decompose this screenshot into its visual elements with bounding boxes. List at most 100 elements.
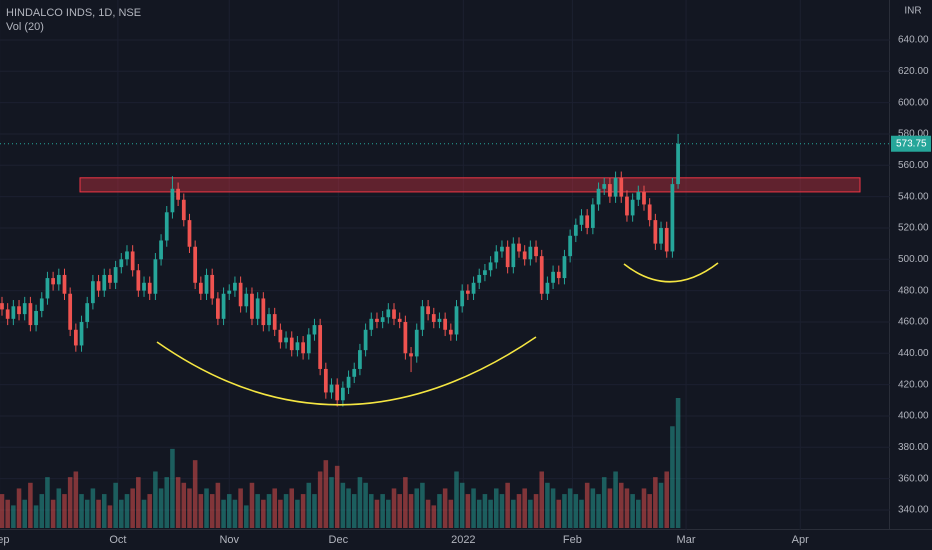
candle-body [119, 259, 124, 268]
volume-bar [425, 499, 431, 528]
candle-body [494, 251, 499, 263]
candle-body [465, 290, 470, 294]
volume-bar [323, 460, 329, 528]
candle-body [483, 270, 487, 275]
currency-badge[interactable] [899, 3, 927, 18]
candle-body [136, 270, 141, 291]
candle-body [272, 314, 277, 330]
y-tick-label: 540.00 [898, 191, 929, 202]
candle-body [306, 334, 311, 354]
volume-bar [675, 398, 681, 528]
candle-body [0, 303, 4, 310]
volume-bar [397, 494, 402, 528]
candle-body [426, 306, 430, 315]
volume-bar [528, 499, 533, 528]
x-tick-label: Nov [219, 534, 239, 546]
candle-body [551, 271, 555, 283]
candle-body [39, 298, 44, 311]
volume-bar [522, 488, 527, 528]
volume-bar [175, 477, 181, 528]
candle-body [284, 337, 288, 343]
volume-bar [431, 505, 437, 528]
x-tick-label: Sep [0, 534, 10, 546]
volume-bar [187, 488, 192, 528]
candle-body [204, 274, 209, 294]
candle-body [341, 387, 345, 401]
candle-body [488, 262, 493, 271]
volume-bar [84, 499, 90, 528]
candle-body [221, 293, 226, 319]
resistance-zone [79, 177, 861, 193]
volume-bar [272, 488, 277, 528]
volume-bar [39, 494, 45, 528]
currency-label[interactable]: INR [904, 6, 921, 17]
volume-bar [5, 499, 10, 528]
volume-bar [351, 494, 357, 528]
volume-bar [511, 499, 516, 528]
volume-bar [130, 488, 135, 528]
candle-body [142, 282, 146, 291]
volume-bar [238, 488, 243, 528]
volume-bar [476, 499, 482, 528]
candle-body [517, 243, 521, 252]
volume-bar [465, 494, 471, 528]
volume-bar [420, 482, 425, 528]
volume-bar [244, 505, 249, 528]
y-tick-label: 500.00 [898, 254, 929, 265]
candle-body [102, 274, 107, 291]
candle-body [670, 184, 675, 252]
volume-bar [448, 499, 454, 528]
candle-body [73, 329, 78, 346]
volume-bar [488, 499, 493, 528]
volume-bar [232, 499, 238, 528]
volume-bar [386, 499, 391, 528]
x-tick-label: 2022 [451, 534, 475, 546]
candle-body [210, 274, 215, 299]
candle-body [363, 329, 368, 351]
candle-body [96, 281, 101, 291]
volume-bar [516, 494, 522, 528]
volume-bar [636, 499, 641, 528]
candle-body [454, 306, 459, 335]
candle-body [397, 318, 402, 322]
volume-bar [641, 488, 647, 528]
volume-bar [283, 494, 289, 528]
candle-body [147, 282, 152, 294]
candle-body [562, 256, 567, 279]
candle-body [312, 325, 317, 335]
volume-bar [226, 494, 232, 528]
volume-bar [408, 494, 414, 528]
candle-body [352, 368, 357, 377]
volume-bar [658, 482, 664, 528]
candle-body [45, 278, 50, 299]
volume-bar [67, 477, 73, 528]
candle-body [420, 306, 425, 330]
candle-body [392, 309, 396, 319]
volume-bar [317, 471, 323, 528]
volume-bar [363, 482, 368, 528]
candle-body [34, 310, 38, 326]
volume-bar [624, 488, 630, 528]
volume-bar [334, 465, 340, 528]
volume-bar [192, 460, 198, 528]
volume-bar [340, 482, 346, 528]
y-tick-label: 460.00 [898, 317, 929, 328]
volume-bar [653, 477, 658, 528]
candle-body [51, 278, 55, 285]
volume-bar [533, 494, 539, 528]
volume-bar [170, 448, 175, 528]
volume-bar [289, 488, 295, 528]
volume-label: Vol (20) [6, 21, 44, 33]
zone-layer [79, 177, 861, 193]
volume-bar [380, 494, 385, 528]
volume-bar [153, 471, 158, 528]
candle-body [545, 282, 550, 294]
candle-body [244, 293, 249, 307]
candle-body [403, 321, 408, 354]
candle-body [250, 293, 254, 319]
volume-bar [96, 499, 101, 528]
volume-bar [607, 488, 613, 528]
volume-bar [107, 505, 113, 528]
volume-bar [181, 482, 187, 528]
candle-body [181, 199, 186, 221]
